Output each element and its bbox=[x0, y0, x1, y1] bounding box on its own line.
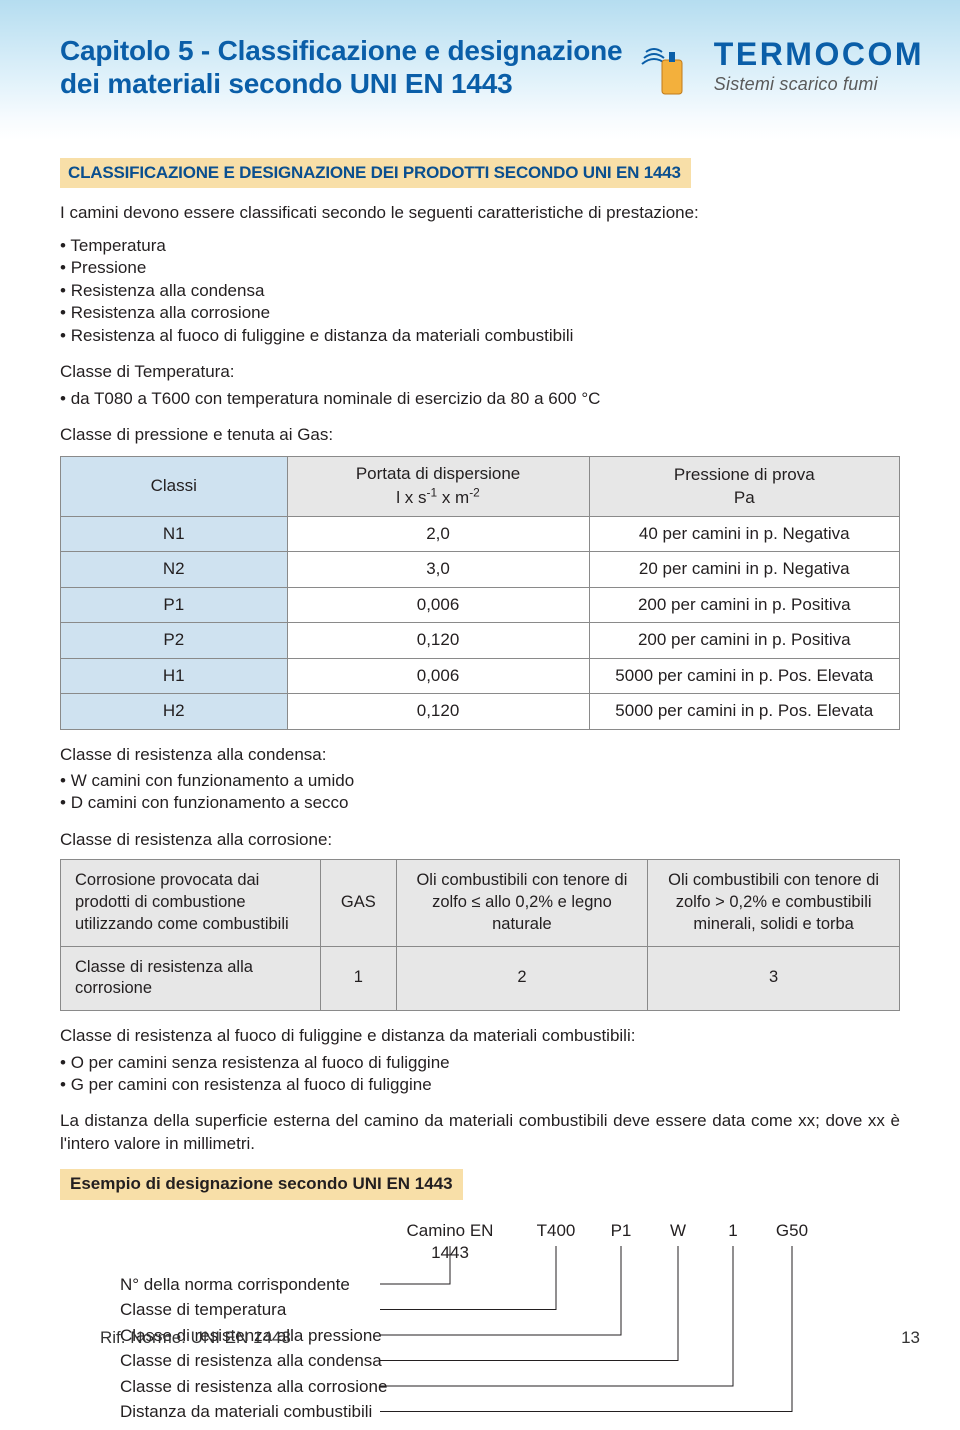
th-portata: Portata di dispersione l x s-1 x m-2 bbox=[287, 457, 589, 517]
page-footer: Rif. Norme: UNI EN 1443 13 bbox=[0, 1328, 960, 1348]
th-press-l2: Pa bbox=[734, 488, 755, 507]
fuoco-list: O per camini senza resistenza al fuoco d… bbox=[60, 1052, 900, 1097]
cell-class: H2 bbox=[61, 694, 288, 729]
designation-connectors bbox=[60, 1220, 900, 1430]
cell-portata: 2,0 bbox=[287, 516, 589, 551]
table-row: N12,040 per camini in p. Negativa bbox=[61, 516, 900, 551]
brand-block: TERMOCOM Sistemi scarico fumi bbox=[640, 38, 924, 103]
t2-r2c4: 3 bbox=[648, 946, 900, 1011]
cell-class: N2 bbox=[61, 552, 288, 587]
table-row: H10,0065000 per camini in p. Pos. Elevat… bbox=[61, 658, 900, 693]
page-body: CLASSIFICAZIONE E DESIGNAZIONE DEI PRODO… bbox=[0, 140, 960, 1430]
unit-mid: x m bbox=[437, 488, 469, 507]
condensa-item: D camini con funzionamento a secco bbox=[60, 792, 900, 814]
cell-class: P1 bbox=[61, 587, 288, 622]
temp-class-label: Classe di Temperatura: bbox=[60, 361, 900, 383]
t2-r1c4: Oli combustibili con tenore di zolfo > 0… bbox=[648, 860, 900, 946]
cell-pressione: 200 per camini in p. Positiva bbox=[589, 587, 899, 622]
cell-pressione: 5000 per camini in p. Pos. Elevata bbox=[589, 658, 899, 693]
cell-class: P2 bbox=[61, 623, 288, 658]
footer-page-number: 13 bbox=[901, 1328, 920, 1348]
th-classi: Classi bbox=[61, 457, 288, 517]
designation-diagram: Camino EN 1443T400P1W1G50 N° della norma… bbox=[60, 1220, 900, 1430]
cell-pressione: 40 per camini in p. Negativa bbox=[589, 516, 899, 551]
cell-portata: 0,006 bbox=[287, 587, 589, 622]
characteristic-item: Pressione bbox=[60, 257, 900, 279]
condensa-label: Classe di resistenza alla condensa: bbox=[60, 744, 900, 766]
fuoco-item: G per camini con resistenza al fuoco di … bbox=[60, 1074, 900, 1096]
unit-sup1: -1 bbox=[427, 486, 438, 500]
cell-portata: 3,0 bbox=[287, 552, 589, 587]
cell-portata: 0,006 bbox=[287, 658, 589, 693]
section-banner-example: Esempio di designazione secondo UNI EN 1… bbox=[60, 1169, 463, 1199]
footer-ref: Rif. Norme: UNI EN 1443 bbox=[100, 1328, 291, 1348]
brand-name: TERMOCOM bbox=[714, 38, 924, 70]
temp-class-item: da T080 a T600 con temperatura nominale … bbox=[60, 388, 900, 410]
brand-tagline: Sistemi scarico fumi bbox=[714, 74, 878, 95]
temp-class-list: da T080 a T600 con temperatura nominale … bbox=[60, 388, 900, 410]
t2-r2c3: 2 bbox=[396, 946, 648, 1011]
th-portata-l2: l x s-1 x m-2 bbox=[396, 488, 480, 507]
characteristic-item: Resistenza alla condensa bbox=[60, 280, 900, 302]
unit-pre: l x s bbox=[396, 488, 426, 507]
t2-r2c1: Classe di resistenza alla corrosione bbox=[61, 946, 321, 1011]
characteristics-list: TemperaturaPressioneResistenza alla cond… bbox=[60, 235, 900, 347]
cell-class: H1 bbox=[61, 658, 288, 693]
chapter-line2: dei materiali secondo UNI EN 1443 bbox=[60, 68, 512, 99]
brand-text: TERMOCOM Sistemi scarico fumi bbox=[714, 38, 924, 95]
pressure-table: Classi Portata di dispersione l x s-1 x … bbox=[60, 456, 900, 729]
t2-r2c2: 1 bbox=[321, 946, 397, 1011]
condensa-item: W camini con funzionamento a umido bbox=[60, 770, 900, 792]
cell-portata: 0,120 bbox=[287, 623, 589, 658]
fuoco-label: Classe di resistenza al fuoco di fuliggi… bbox=[60, 1025, 900, 1047]
table-row: P10,006200 per camini in p. Positiva bbox=[61, 587, 900, 622]
table-row: H20,1205000 per camini in p. Pos. Elevat… bbox=[61, 694, 900, 729]
cell-pressione: 200 per camini in p. Positiva bbox=[589, 623, 899, 658]
chapter-line1: Capitolo 5 - Classificazione e designazi… bbox=[60, 35, 622, 66]
cell-pressione: 20 per camini in p. Negativa bbox=[589, 552, 899, 587]
characteristic-item: Resistenza alla corrosione bbox=[60, 302, 900, 324]
t2-r1c3: Oli combustibili con tenore di zolfo ≤ a… bbox=[396, 860, 648, 946]
characteristic-item: Resistenza al fuoco di fuliggine e dista… bbox=[60, 325, 900, 347]
condensa-list: W camini con funzionamento a umidoD cami… bbox=[60, 770, 900, 815]
cell-class: N1 bbox=[61, 516, 288, 551]
cell-pressione: 5000 per camini in p. Pos. Elevata bbox=[589, 694, 899, 729]
characteristic-item: Temperatura bbox=[60, 235, 900, 257]
corrosione-label: Classe di resistenza alla corrosione: bbox=[60, 829, 900, 851]
th-portata-l1: Portata di dispersione bbox=[356, 464, 520, 483]
cell-portata: 0,120 bbox=[287, 694, 589, 729]
th-press-l1: Pressione di prova bbox=[674, 465, 815, 484]
page-header: Capitolo 5 - Classificazione e designazi… bbox=[0, 0, 960, 140]
corrosion-table: Corrosione provocata dai prodotti di com… bbox=[60, 859, 900, 1011]
table-row: P20,120200 per camini in p. Positiva bbox=[61, 623, 900, 658]
th-pressione: Pressione di prova Pa bbox=[589, 457, 899, 517]
table-row: N23,020 per camini in p. Negativa bbox=[61, 552, 900, 587]
unit-sup2: -2 bbox=[469, 486, 480, 500]
section-banner-classification: CLASSIFICAZIONE E DESIGNAZIONE DEI PRODO… bbox=[60, 158, 691, 188]
intro-text: I camini devono essere classificati seco… bbox=[60, 202, 900, 224]
fuoco-paragraph: La distanza della superficie esterna del… bbox=[60, 1110, 900, 1155]
t2-r1c1: Corrosione provocata dai prodotti di com… bbox=[61, 860, 321, 946]
fuoco-item: O per camini senza resistenza al fuoco d… bbox=[60, 1052, 900, 1074]
t2-r1c2: GAS bbox=[321, 860, 397, 946]
brand-logo-icon bbox=[640, 38, 700, 103]
pressure-class-label: Classe di pressione e tenuta ai Gas: bbox=[60, 424, 900, 446]
